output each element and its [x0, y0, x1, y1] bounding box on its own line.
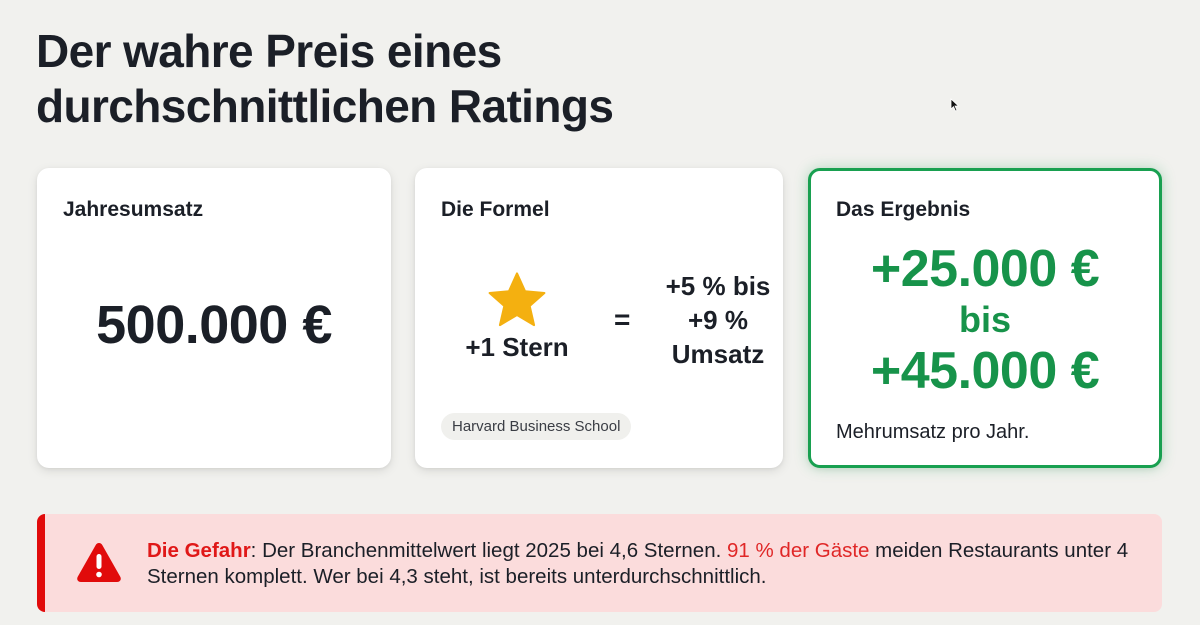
equals-sign: = [614, 304, 631, 335]
formula-card: Die Formel +1 Stern = +5 % bis +9 % Umsa… [415, 168, 783, 468]
star-label: +1 Stern [465, 332, 569, 362]
formula: +1 Stern = +5 % bis +9 % Umsatz [441, 264, 770, 384]
result-value-low: +25.000 € [870, 240, 1100, 298]
result-subtext: Mehrumsatz pro Jahr. [836, 421, 1030, 443]
result-range: +25.000 € bis +45.000 € [811, 243, 1159, 397]
formula-result-line-1: +5 % bis [665, 271, 771, 301]
title-line-1: Der wahre Preis eines [36, 25, 502, 77]
result-card-label: Das Ergebnis [836, 198, 971, 221]
revenue-value: 500.000 € [96, 295, 332, 355]
title-line-2: durchschnittlichen Ratings [36, 80, 614, 132]
alert-title: Die Gefahr [147, 539, 251, 562]
alert-text-part-1: : Der Branchenmittelwert liegt 2025 bei … [250, 539, 727, 562]
revenue-card-label: Jahresumsatz [63, 198, 204, 221]
formula-result-line-2: +9 % [688, 305, 748, 335]
result-connector: bis [958, 299, 1011, 340]
alert-message: Die Gefahr: Der Branchenmittelwert liegt… [147, 538, 1137, 590]
danger-alert: Die Gefahr: Der Branchenmittelwert liegt… [37, 514, 1162, 612]
alert-highlight: 91 % der Gäste [727, 539, 870, 562]
alert-text-part-2: meiden Restaurants unter 4 Sternen kompl… [147, 539, 1129, 588]
formula-card-label: Die Formel [441, 198, 550, 221]
mouse-cursor-icon [950, 98, 960, 112]
result-value-high: +45.000 € [870, 342, 1100, 400]
revenue-card: Jahresumsatz 500.000 € [37, 168, 391, 468]
formula-result: +5 % bis +9 % Umsatz [643, 269, 793, 371]
star-column: +1 Stern [447, 264, 587, 363]
formula-result-line-3: Umsatz [671, 339, 765, 369]
page-title: Der wahre Preis eines durchschnittlichen… [36, 24, 614, 134]
warning-icon [77, 543, 121, 582]
source-badge: Harvard Business School [441, 413, 632, 440]
star-icon [488, 272, 546, 327]
result-card: Das Ergebnis +25.000 € bis +45.000 € Meh… [808, 168, 1162, 468]
